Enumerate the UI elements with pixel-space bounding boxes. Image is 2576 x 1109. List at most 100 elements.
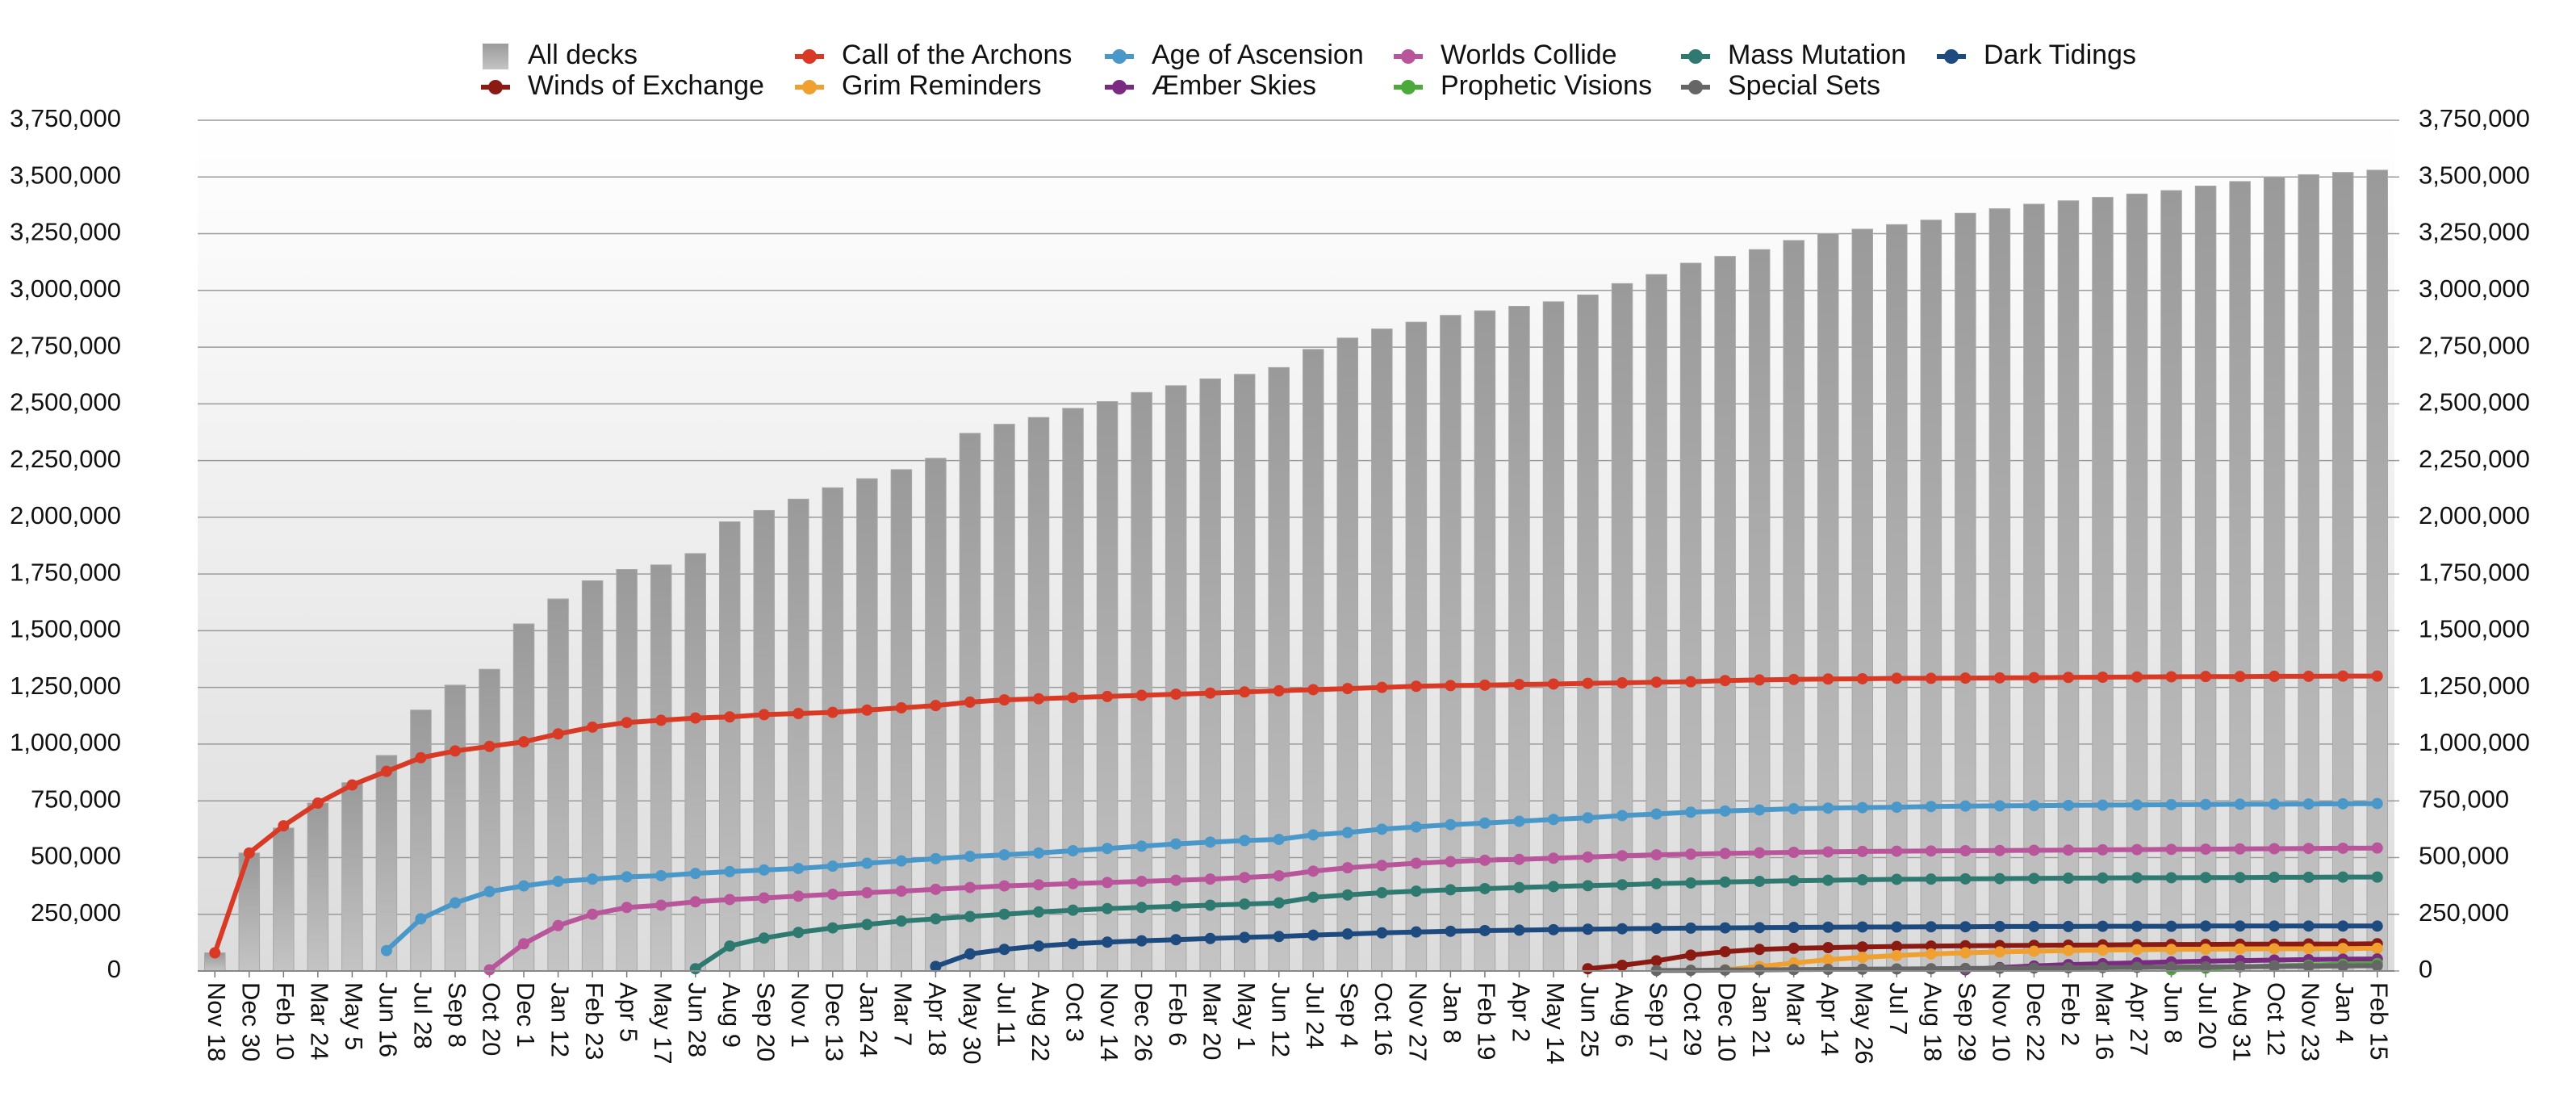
point: [1341, 889, 1353, 901]
point: [449, 897, 461, 909]
x-tick-label: Sep 20: [752, 982, 780, 1061]
point: [758, 864, 770, 876]
y-tick-label: 3,750,000: [10, 104, 121, 132]
point: [380, 765, 392, 777]
point: [1273, 869, 1285, 881]
point: [1788, 673, 1800, 685]
point: [1650, 808, 1662, 820]
point: [1033, 847, 1045, 859]
point: [2131, 843, 2143, 856]
bar: [1577, 294, 1599, 972]
point: [689, 963, 701, 975]
x-tick-label: Sep 17: [1644, 982, 1672, 1061]
bar: [547, 598, 569, 972]
x-tick-label: Aug 22: [1027, 982, 1055, 1061]
point: [861, 919, 873, 931]
point: [1410, 926, 1422, 938]
point: [1822, 921, 1834, 933]
point: [1925, 940, 1937, 952]
y-tick-label: 1,750,000: [10, 558, 121, 586]
point: [895, 701, 907, 714]
point: [1650, 923, 1662, 935]
point: [1582, 851, 1594, 863]
point: [2028, 962, 2040, 974]
x-tick-label: Mar 16: [2090, 982, 2118, 1060]
point: [2234, 872, 2246, 884]
point: [2200, 960, 2212, 973]
y2-tick-label: 3,750,000: [2419, 104, 2530, 132]
y2-tick-label: 0: [2419, 955, 2432, 983]
point: [1307, 829, 1319, 841]
x-tick-label: Jun 25: [1575, 982, 1604, 1057]
x-tick-label: Jan 12: [546, 982, 574, 1057]
point: [1067, 692, 1079, 704]
bar: [1817, 233, 1839, 972]
point: [1754, 674, 1766, 686]
point: [1547, 852, 1559, 864]
y2-tick-label: 3,250,000: [2419, 218, 2530, 246]
legend-swatch: [1688, 49, 1703, 64]
point: [1616, 923, 1629, 935]
bar: [2263, 176, 2285, 972]
bar: [1508, 305, 1530, 972]
legend-swatch: [1112, 49, 1127, 64]
legend-swatch: [802, 49, 817, 64]
point: [826, 860, 838, 873]
point: [518, 736, 530, 748]
x-tick-label: Feb 19: [1473, 982, 1501, 1061]
series-line: [212, 673, 2377, 954]
y-tick-label: 1,500,000: [10, 615, 121, 643]
point: [2062, 944, 2074, 956]
point: [1856, 941, 1868, 953]
point: [1410, 680, 1422, 693]
point: [2269, 943, 2281, 955]
x-tick-label: Dec 13: [821, 982, 849, 1061]
x-tick-label: Jul 24: [1301, 982, 1329, 1049]
point: [2337, 943, 2349, 955]
x-tick-label: Dec 30: [237, 982, 266, 1061]
point: [2234, 843, 2246, 855]
point: [449, 745, 461, 757]
point: [895, 855, 907, 867]
series-line: [1587, 941, 2377, 972]
point: [1410, 821, 1422, 833]
point: [1754, 944, 1766, 956]
y-tick-label: 500,000: [31, 842, 121, 870]
x-tick-label: Nov 27: [1404, 982, 1432, 1061]
bar: [1646, 274, 1667, 972]
point: [2302, 943, 2315, 955]
x-tick-label: Oct 29: [1679, 982, 1707, 1056]
y2-tick-label: 2,750,000: [2419, 331, 2530, 359]
point: [1376, 823, 1388, 835]
point: [1685, 806, 1697, 818]
point: [2371, 871, 2383, 883]
bar: [444, 684, 466, 972]
point: [552, 919, 564, 931]
point: [1719, 847, 1731, 860]
point: [587, 721, 599, 733]
x-tick-label: May 14: [1541, 982, 1570, 1065]
y2-tick-label: 2,000,000: [2419, 501, 2530, 529]
point: [2337, 960, 2349, 972]
point: [1307, 684, 1319, 696]
point: [1891, 963, 1903, 975]
point: [1445, 925, 1457, 937]
point: [1547, 678, 1559, 690]
point: [1719, 964, 1731, 976]
point: [1547, 814, 1559, 826]
point: [1513, 853, 1525, 865]
y2-tick-label: 1,500,000: [2419, 615, 2530, 643]
point: [792, 927, 805, 939]
series-line: [694, 874, 2377, 971]
point: [2269, 670, 2281, 682]
point: [1616, 677, 1629, 689]
point: [1170, 874, 1182, 886]
point: [2371, 797, 2383, 810]
point: [792, 862, 805, 874]
point: [1685, 922, 1697, 934]
legend-label: Grim Reminders: [842, 70, 1041, 101]
y-tick-label: 2,250,000: [10, 445, 121, 473]
bar: [1851, 228, 1874, 972]
x-tick-label: Nov 10: [1988, 982, 2016, 1061]
y2-tick-label: 1,000,000: [2419, 728, 2530, 756]
